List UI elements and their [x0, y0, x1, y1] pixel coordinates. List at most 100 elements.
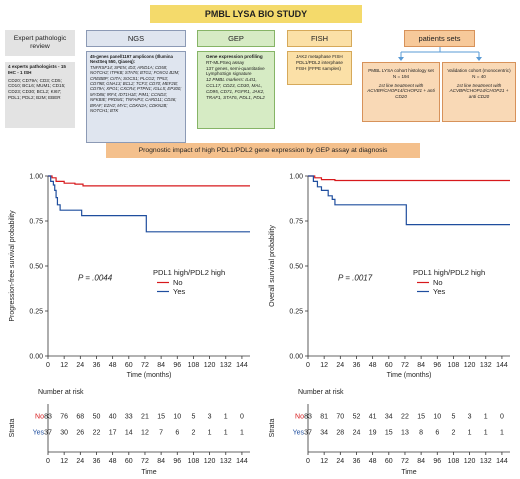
risk-value: 17 — [109, 430, 117, 437]
x-tick-label: 0 — [306, 362, 310, 369]
fish-item: PDL1/PDL2 interphase FISH (FFPE samples) — [296, 60, 348, 72]
risk-x-tick-label: 120 — [204, 458, 216, 465]
risk-value: 15 — [417, 414, 425, 421]
p-value: P = .0017 — [338, 273, 373, 282]
risk-x-tick-label: 144 — [496, 458, 508, 465]
risk-row-label-no: No — [295, 414, 304, 421]
cohort-1-desc: 1st line treatment with ACVBP/CHOP14/CHO… — [367, 82, 435, 100]
risk-x-tick-label: 132 — [480, 458, 492, 465]
legend-label-no: No — [173, 278, 183, 287]
gep-item: 137 genes, semi-quantitative — [206, 66, 271, 72]
ngs-panel-summary: 45-genes panel/1197 amplicons (Illumina … — [90, 54, 173, 65]
risk-value: 10 — [433, 414, 441, 421]
risk-value: 41 — [369, 414, 377, 421]
risk-value: 83 — [304, 414, 312, 421]
gep-item: Gene expression profiling — [206, 54, 271, 60]
x-tick-label: 84 — [417, 362, 425, 369]
risk-value: 26 — [76, 430, 84, 437]
km-curve-no — [48, 175, 250, 187]
gep-item: RT-MLPSeq assay — [206, 60, 271, 66]
risk-value: 19 — [369, 430, 377, 437]
fish-header: FISH — [287, 30, 352, 47]
y-tick-label: 1.00 — [29, 174, 43, 181]
x-tick-label: 72 — [401, 362, 409, 369]
risk-x-tick-label: 108 — [188, 458, 200, 465]
risk-value: 5 — [191, 414, 195, 421]
risk-x-tick-label: 0 — [306, 458, 310, 465]
risk-table-title: Number at risk — [298, 389, 344, 396]
risk-x-axis-label: Time — [401, 469, 416, 476]
risk-value: 0 — [500, 414, 504, 421]
risk-x-tick-label: 36 — [353, 458, 361, 465]
expert-review-panel: 4 experts pathologists - 15 IHC - 1 ISH … — [5, 62, 75, 128]
risk-value: 12 — [141, 430, 149, 437]
risk-value: 1 — [484, 414, 488, 421]
y-tick-label: 0.50 — [29, 264, 43, 271]
y-tick-label: 0.00 — [289, 354, 303, 361]
risk-value: 7 — [159, 430, 163, 437]
cohort-2-desc: 1st line treatment with ACVBP/CHOP14/CHO… — [449, 82, 509, 100]
risk-x-tick-label: 48 — [109, 458, 117, 465]
risk-x-tick-label: 84 — [157, 458, 165, 465]
y-tick-label: 0.25 — [29, 309, 43, 316]
risk-value: 34 — [320, 430, 328, 437]
risk-x-axis-label: Time — [141, 469, 156, 476]
risk-value: 33 — [125, 414, 133, 421]
gep-item: LymphoSign signature — [206, 71, 271, 77]
x-tick-label: 0 — [46, 362, 50, 369]
legend-label-yes: Yes — [173, 287, 185, 296]
x-tick-label: 60 — [385, 362, 393, 369]
risk-value: 22 — [93, 430, 101, 437]
prognostic-subtitle: Prognostic impact of high PDL1/PDL2 gene… — [106, 143, 420, 158]
x-tick-label: 24 — [336, 362, 344, 369]
risk-value: 22 — [401, 414, 409, 421]
risk-value: 68 — [76, 414, 84, 421]
risk-x-tick-label: 24 — [76, 458, 84, 465]
expert-review-header: Expert pathologic review — [5, 30, 75, 56]
risk-value: 10 — [173, 414, 181, 421]
risk-value: 34 — [385, 414, 393, 421]
risk-table-title: Number at risk — [38, 389, 84, 396]
risk-row-label-yes: Yes — [33, 430, 45, 437]
risk-value: 1 — [224, 414, 228, 421]
risk-x-tick-label: 96 — [433, 458, 441, 465]
risk-x-tick-label: 132 — [220, 458, 232, 465]
risk-value: 21 — [141, 414, 149, 421]
risk-x-tick-label: 0 — [46, 458, 50, 465]
x-tick-label: 132 — [220, 362, 232, 369]
x-tick-label: 144 — [496, 362, 508, 369]
x-tick-label: 108 — [448, 362, 460, 369]
x-tick-label: 132 — [480, 362, 492, 369]
risk-row-label-yes: Yes — [293, 430, 305, 437]
cohort-1-title: PMBL LYSA cohort histology set — [368, 68, 434, 73]
km-curve-no — [308, 175, 510, 182]
y-tick-label: 0.25 — [289, 309, 303, 316]
legend-label-yes: Yes — [433, 287, 445, 296]
x-axis-label: Time (months) — [127, 372, 172, 379]
risk-x-tick-label: 60 — [385, 458, 393, 465]
risk-value: 1 — [468, 430, 472, 437]
p-value: P = .0044 — [78, 273, 113, 282]
risk-value: 37 — [44, 430, 52, 437]
risk-value: 6 — [175, 430, 179, 437]
x-tick-label: 84 — [157, 362, 165, 369]
risk-value: 76 — [60, 414, 68, 421]
os-chart: 0.000.250.500.751.000 12 24 36 48 60 72 84 96 108… — [269, 174, 510, 476]
risk-x-tick-label: 120 — [464, 458, 476, 465]
fish-panel: JAK2 metaphase FISH PDL1/PDL2 interphase… — [287, 51, 352, 85]
km-curve-yes — [308, 175, 510, 226]
x-tick-label: 144 — [236, 362, 248, 369]
risk-x-tick-label: 48 — [369, 458, 377, 465]
risk-x-tick-label: 60 — [125, 458, 133, 465]
risk-value: 2 — [451, 430, 455, 437]
pfs-chart: 0.000.250.500.751.000 12 24 36 48 60 72 84 96 108… — [9, 174, 250, 476]
x-tick-label: 12 — [60, 362, 68, 369]
x-tick-label: 12 — [320, 362, 328, 369]
risk-x-tick-label: 12 — [60, 458, 68, 465]
risk-x-tick-label: 84 — [417, 458, 425, 465]
risk-value: 3 — [468, 414, 472, 421]
risk-value: 1 — [484, 430, 488, 437]
risk-value: 70 — [336, 414, 344, 421]
risk-value: 3 — [208, 414, 212, 421]
cohort-2-n: N = 40 — [472, 73, 486, 79]
